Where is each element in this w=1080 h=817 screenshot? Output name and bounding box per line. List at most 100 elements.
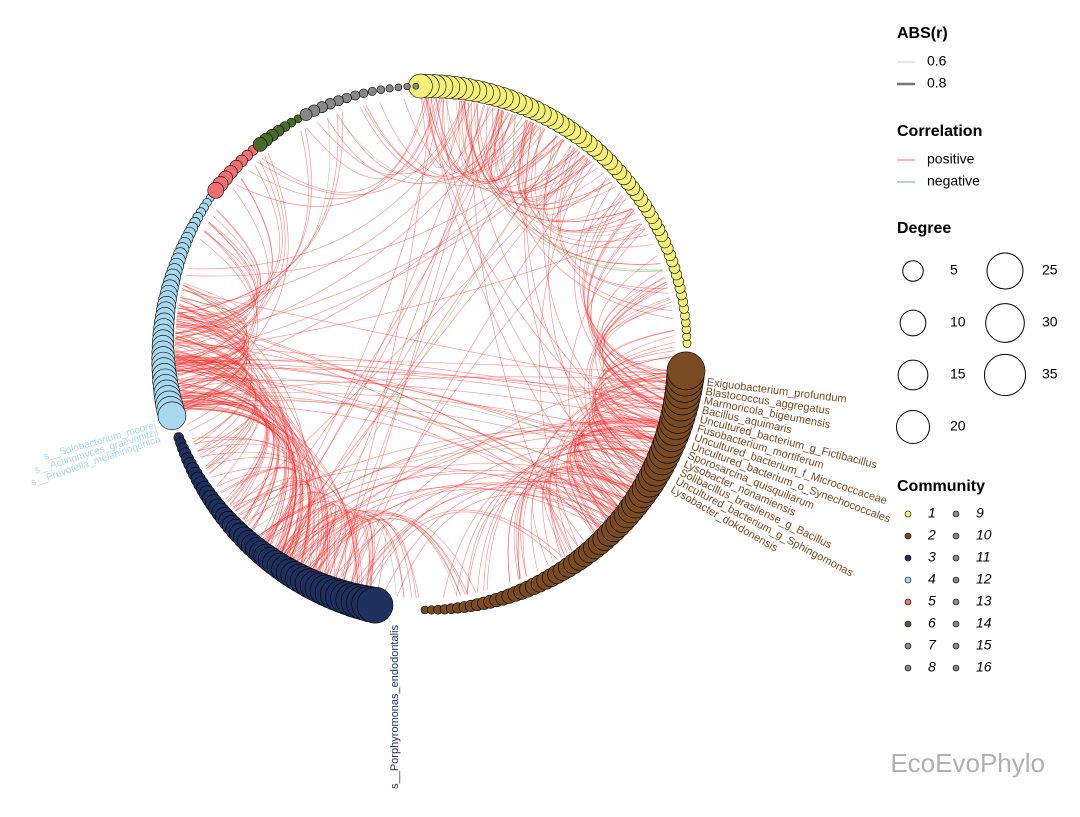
legend-key	[904, 510, 912, 518]
edge	[183, 230, 259, 413]
edge	[364, 524, 387, 594]
legend-label: 35	[1042, 366, 1058, 382]
edge	[179, 392, 632, 490]
edge	[464, 101, 663, 271]
edge	[258, 463, 633, 536]
edge	[584, 276, 665, 492]
legend-key	[904, 554, 912, 562]
edge	[579, 418, 664, 507]
edge	[583, 195, 671, 396]
edge	[175, 338, 253, 452]
legend-title: Community	[897, 478, 985, 495]
legend-label: 5	[950, 262, 958, 278]
edge	[181, 404, 326, 576]
node	[367, 86, 377, 96]
edge	[435, 98, 631, 491]
edge	[180, 296, 295, 551]
legend-label: 1	[928, 505, 936, 521]
edge	[174, 342, 294, 550]
edge	[541, 485, 597, 547]
edge	[591, 376, 674, 476]
legend-label: 30	[1042, 314, 1058, 330]
legend-key	[952, 510, 960, 518]
legend-key	[952, 554, 960, 562]
legend-key	[952, 642, 960, 650]
legend-label: 0.8	[927, 75, 947, 91]
nodes	[151, 73, 706, 624]
legend-label: 4	[928, 571, 936, 587]
edge	[362, 105, 563, 186]
legend-key	[952, 620, 960, 628]
edge	[421, 97, 654, 450]
edge	[570, 406, 669, 530]
edge	[211, 466, 360, 590]
legend-label: 6	[928, 615, 936, 631]
edge	[175, 367, 670, 400]
edge	[351, 486, 615, 588]
edge	[601, 302, 671, 408]
edge	[174, 350, 314, 569]
edge	[181, 288, 250, 407]
edge	[292, 505, 338, 572]
edge	[513, 114, 663, 272]
node-labels: Exiguobacterium_profundumBlastococcus_ag…	[30, 377, 893, 789]
edge	[177, 313, 290, 545]
legend-label: 0.6	[927, 53, 947, 69]
edge	[178, 390, 269, 506]
edge	[486, 426, 663, 591]
edge	[178, 229, 257, 392]
edge	[177, 312, 613, 514]
edge	[579, 183, 673, 385]
edge	[598, 286, 668, 425]
edge	[177, 314, 615, 512]
edge	[235, 97, 430, 207]
edge	[177, 312, 262, 487]
edge	[337, 101, 466, 174]
edge	[191, 436, 363, 590]
legend-key	[904, 576, 912, 584]
legend-label: 13	[976, 593, 992, 609]
edge	[257, 101, 466, 196]
legend-key	[952, 598, 960, 606]
edge	[562, 465, 619, 515]
edge	[178, 107, 494, 310]
edge	[175, 341, 245, 375]
edge	[181, 405, 294, 550]
legend-key	[985, 303, 1025, 343]
legend-label: 8	[928, 659, 936, 675]
node	[350, 90, 361, 101]
edge	[530, 127, 627, 221]
edge	[588, 209, 671, 394]
legend-label: 10	[976, 527, 992, 543]
edge	[175, 355, 649, 460]
edge	[306, 488, 604, 569]
node	[408, 73, 433, 99]
edge	[182, 407, 297, 553]
edge	[185, 139, 565, 277]
legend-label: negative	[927, 173, 980, 189]
edge	[492, 107, 643, 233]
legend-label: positive	[927, 151, 975, 167]
edge	[464, 101, 503, 173]
legend-label: 7	[928, 637, 937, 653]
edge	[396, 494, 606, 597]
edge	[335, 114, 542, 184]
legend-key	[899, 309, 927, 337]
edge	[542, 426, 663, 563]
legend-label: 15	[950, 366, 966, 382]
edge	[403, 98, 579, 189]
edge	[489, 110, 534, 181]
edge	[261, 97, 426, 193]
edge	[559, 151, 668, 289]
legend-label: 20	[950, 418, 966, 434]
legend-key	[904, 532, 912, 540]
legend-key	[895, 409, 931, 445]
legend-key	[952, 576, 960, 584]
edge	[594, 356, 675, 466]
edge	[523, 122, 622, 504]
legend-label: 15	[976, 637, 992, 653]
edge	[288, 434, 659, 558]
edge	[494, 108, 585, 194]
legend-key	[986, 252, 1024, 290]
